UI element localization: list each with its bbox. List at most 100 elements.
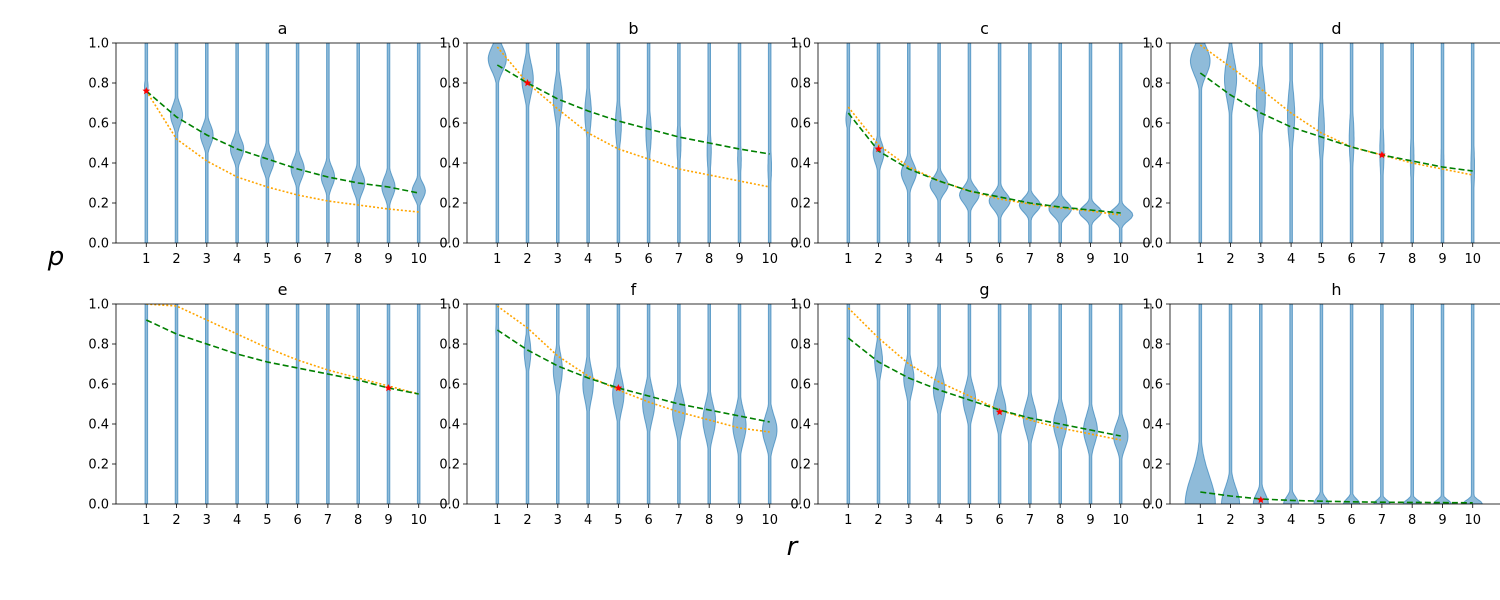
- violin-r1: [1189, 43, 1211, 243]
- y-tick-label: 0.4: [790, 418, 811, 433]
- x-tick-label: 10: [1112, 513, 1129, 528]
- violin-r3: [1255, 43, 1266, 243]
- panel-frame: [115, 303, 450, 505]
- y-tick-label: 0.0: [1142, 237, 1163, 252]
- x-tick-label: 8: [354, 252, 362, 267]
- panel-title: f: [631, 280, 637, 299]
- y-tick-label: 0.6: [439, 378, 460, 393]
- panel-g: 0.0 0.2 0.4 0.6 0.8 1.0 1 2 3 4 5 6 7 8 9 10 g: [790, 280, 1152, 528]
- x-tick-label: 6: [1347, 252, 1355, 267]
- violin-r3: [903, 304, 915, 504]
- x-tick-label: 2: [1226, 513, 1234, 528]
- y-tick-label: 0.2: [1142, 197, 1163, 212]
- x-tick-label: 3: [554, 252, 562, 267]
- x-tick-label: 5: [263, 513, 271, 528]
- y-tick-label: 0.8: [439, 338, 460, 353]
- x-tick-label: 9: [735, 513, 743, 528]
- violin-r2: [174, 304, 179, 504]
- best-point-marker: [523, 79, 532, 87]
- y-tick-label: 1.0: [1142, 37, 1163, 52]
- orange-dotted-curve: [146, 304, 419, 395]
- x-tick-label: 4: [1287, 252, 1295, 267]
- best-point-marker: [142, 87, 151, 95]
- y-tick-label: 1.0: [88, 298, 109, 313]
- panel-frame: [1169, 303, 1500, 505]
- y-tick-label: 0.2: [790, 458, 811, 473]
- violin-r5: [962, 304, 977, 504]
- best-point-marker: [384, 384, 393, 392]
- violin-r5: [265, 304, 270, 504]
- violin-r1: [495, 304, 500, 504]
- violin-r2: [872, 43, 885, 243]
- x-tick-label: 8: [1408, 513, 1416, 528]
- y-tick-label: 0.2: [439, 197, 460, 212]
- x-tick-label: 7: [1378, 513, 1386, 528]
- x-tick-label: 10: [761, 513, 778, 528]
- violin-r6: [1348, 43, 1355, 243]
- x-tick-label: 8: [1408, 252, 1416, 267]
- y-tick-label: 0.8: [790, 338, 811, 353]
- y-tick-label: 0.0: [88, 498, 109, 513]
- x-tick-label: 3: [554, 513, 562, 528]
- y-tick-label: 0.2: [88, 197, 109, 212]
- violin-r4: [1287, 43, 1296, 243]
- x-tick-label: 9: [735, 252, 743, 267]
- x-tick-label: 8: [705, 513, 713, 528]
- x-tick-label: 5: [1317, 513, 1325, 528]
- y-tick-label: 0.8: [1142, 77, 1163, 92]
- violin-r6: [295, 304, 300, 504]
- y-tick-label: 0.4: [88, 418, 109, 433]
- y-tick-label: 0.8: [790, 77, 811, 92]
- panel-title: b: [628, 19, 638, 38]
- violin-r8: [1409, 43, 1415, 243]
- violin-r7: [326, 304, 330, 504]
- y-tick-label: 1.0: [88, 37, 109, 52]
- y-tick-label: 0.0: [439, 498, 460, 513]
- green-dashed-curve: [1199, 72, 1473, 172]
- orange-dotted-curve: [145, 90, 419, 213]
- violin-r6: [992, 304, 1007, 504]
- violin-r7: [672, 304, 686, 504]
- violin-r9: [737, 43, 742, 243]
- violin-r2: [521, 43, 534, 243]
- violin-r10: [411, 43, 426, 243]
- violin-r10: [762, 304, 778, 504]
- violin-r8: [1052, 304, 1068, 504]
- x-tick-label: 7: [1026, 513, 1034, 528]
- x-tick-label: 6: [995, 252, 1003, 267]
- y-axis-label: p: [47, 242, 65, 272]
- x-tick-label: 10: [1464, 252, 1481, 267]
- x-tick-label: 7: [324, 513, 332, 528]
- orange-dotted-curve: [847, 307, 1121, 441]
- green-dashed-curve: [1200, 491, 1473, 504]
- panel-c: 0.0 0.2 0.4 0.6 0.8 1.0 1 2 3 4 5 6 7 8 9 10 c: [790, 19, 1152, 267]
- y-tick-label: 0.6: [439, 117, 460, 132]
- violin-r10: [416, 304, 421, 504]
- y-tick-label: 0.0: [439, 237, 460, 252]
- violin-r10: [1112, 304, 1129, 504]
- plot-area: [1184, 304, 1484, 504]
- y-tick-label: 0.4: [1142, 418, 1163, 433]
- violin-r2: [169, 43, 184, 243]
- plot-area: [845, 43, 1134, 243]
- x-tick-label: 5: [1317, 252, 1325, 267]
- violin-r8: [350, 43, 366, 243]
- violin-r1: [1184, 304, 1216, 504]
- panel-frame: [817, 42, 1152, 244]
- x-tick-label: 4: [1287, 513, 1295, 528]
- x-tick-label: 6: [1347, 513, 1355, 528]
- violin-r7: [1022, 304, 1038, 504]
- x-tick-label: 6: [293, 252, 301, 267]
- violin-r8: [702, 304, 716, 504]
- violin-r2: [523, 304, 532, 504]
- x-tick-label: 10: [761, 252, 778, 267]
- violin-r2: [1220, 304, 1241, 504]
- violin-r4: [582, 304, 594, 504]
- panel-title: h: [1331, 280, 1341, 299]
- x-tick-label: 2: [523, 513, 531, 528]
- violin-r5: [614, 43, 622, 243]
- x-tick-label: 1: [493, 513, 501, 528]
- y-tick-label: 0.6: [790, 378, 811, 393]
- x-tick-label: 7: [675, 252, 683, 267]
- y-tick-label: 0.6: [1142, 117, 1163, 132]
